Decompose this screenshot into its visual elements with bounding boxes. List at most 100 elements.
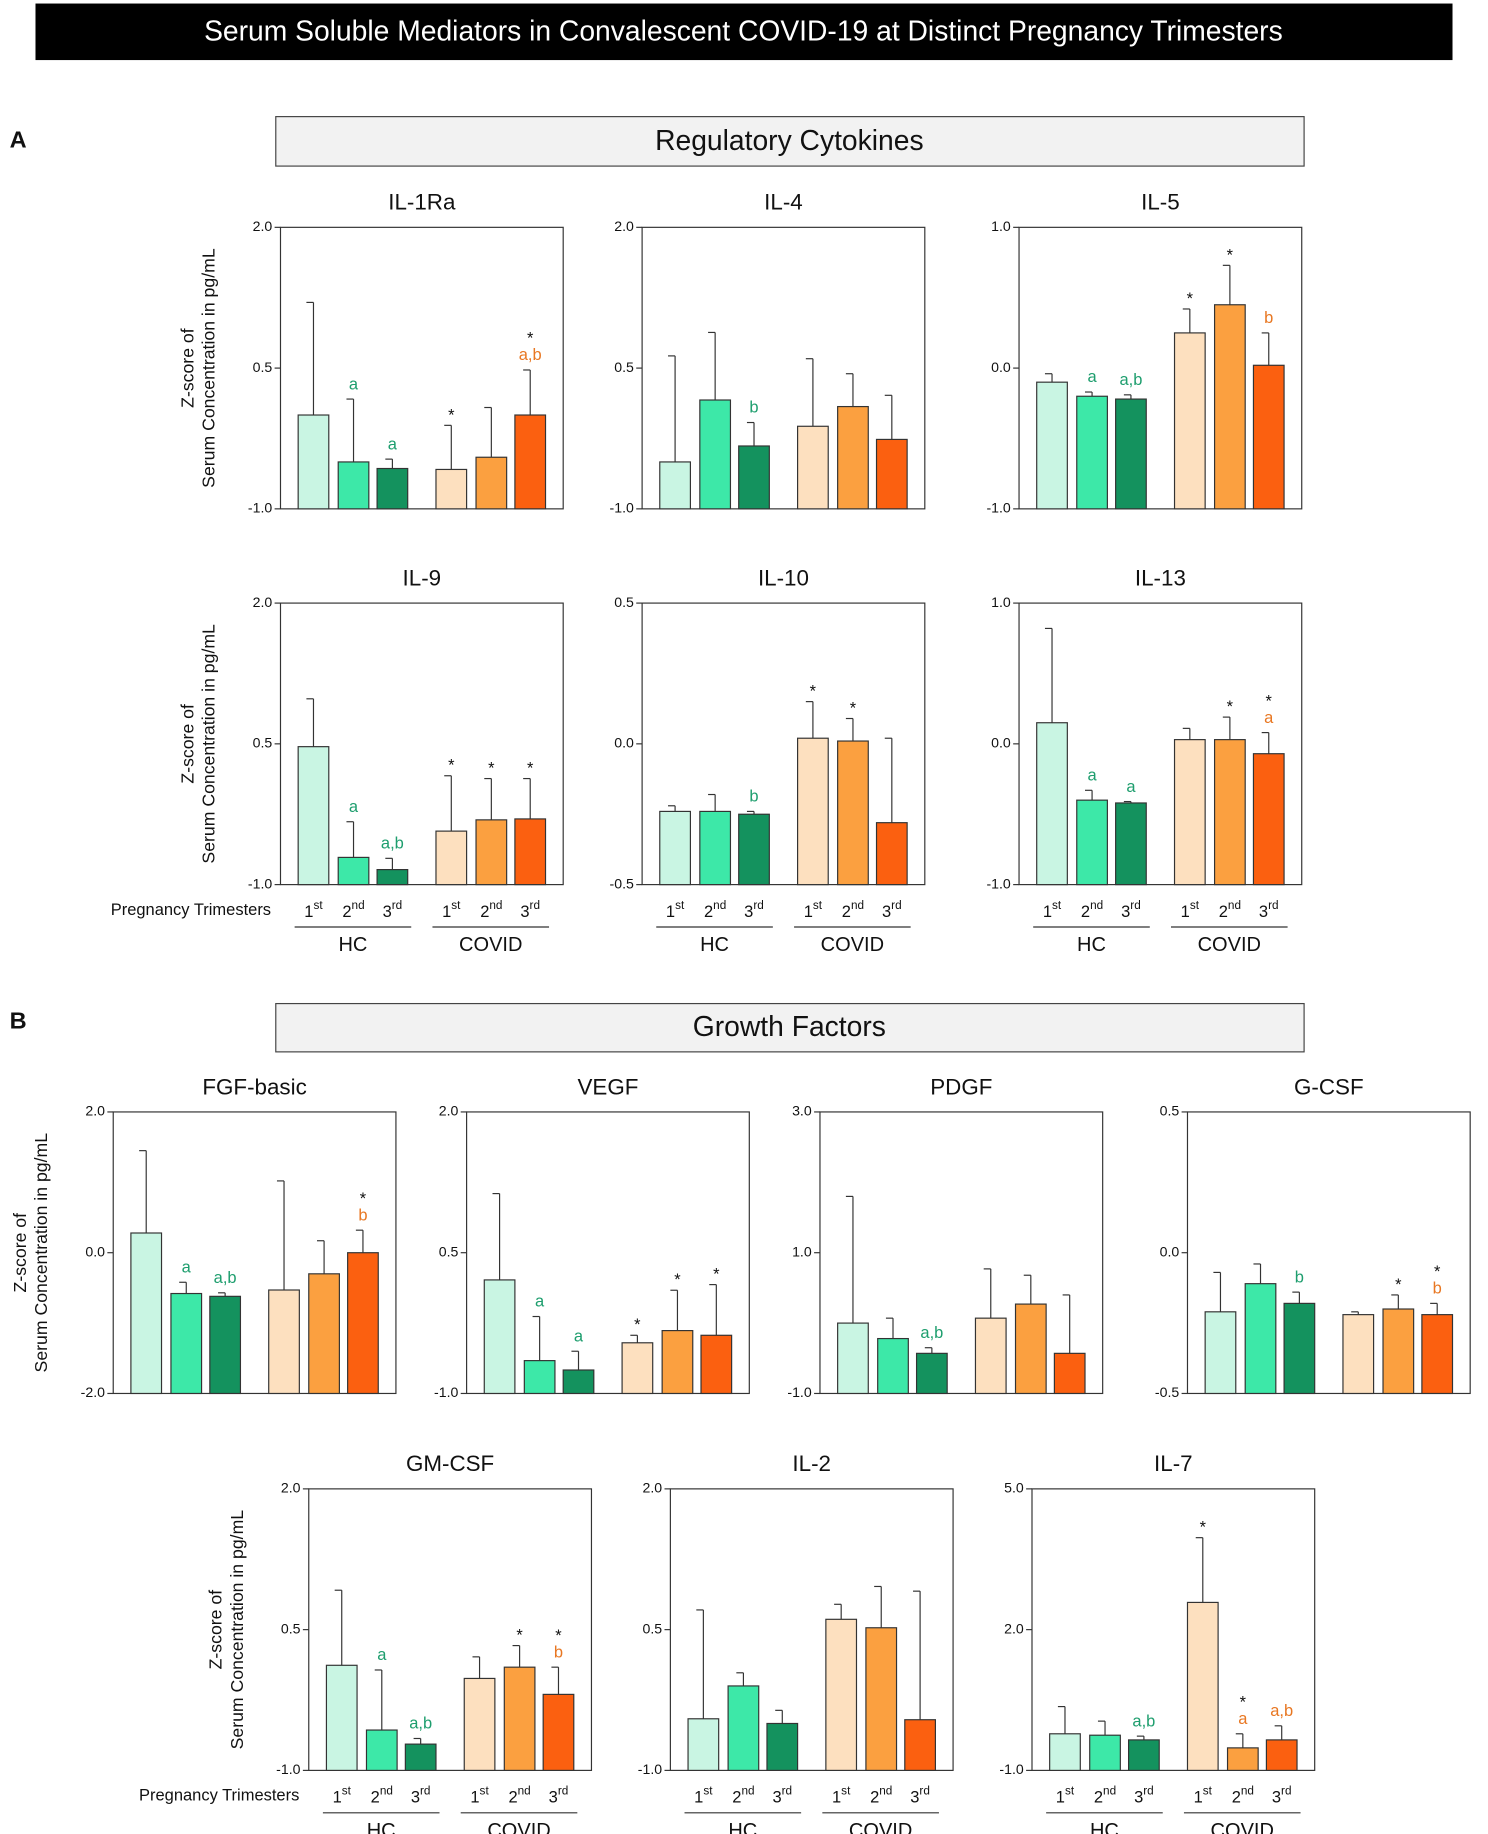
bar	[875, 822, 908, 886]
bar	[727, 1685, 760, 1771]
chart-title: GM-CSF	[406, 1451, 494, 1476]
x-tick-label: 1st	[1181, 899, 1200, 921]
y-axis-label: Serum Concentration in pg/mL	[227, 1510, 247, 1750]
x-tick-label: 3rd	[1272, 1785, 1292, 1807]
bar	[1421, 1314, 1454, 1395]
y-tick-label: 2.0	[642, 1480, 662, 1496]
y-tick-label: 0.0	[1160, 1243, 1180, 1259]
significance-star: *	[1227, 246, 1234, 264]
x-tick-label: 2nd	[1081, 899, 1103, 921]
y-tick-label: -1.0	[248, 875, 272, 891]
x-tick-label: 2nd	[1219, 899, 1241, 921]
significance-star: *	[1434, 1263, 1441, 1281]
bar	[337, 461, 370, 510]
x-tick-label: 2nd	[870, 1785, 892, 1807]
y-tick-label: 0.0	[85, 1243, 105, 1259]
group-label: COVID	[459, 934, 522, 956]
bar	[659, 461, 691, 510]
y-tick-label: -1.0	[434, 1384, 458, 1400]
chart-title: IL-5	[1141, 190, 1180, 215]
x-tick-label: 2nd	[480, 899, 502, 921]
y-axis-label: Z-score of	[206, 1590, 226, 1670]
group-label: HC	[1077, 934, 1106, 956]
bar	[435, 468, 468, 510]
x-tick-label: 1st	[333, 1785, 352, 1807]
x-tick-label: 1st	[804, 899, 823, 921]
significance-star: *	[527, 760, 534, 778]
x-tick-label: 2nd	[371, 1785, 393, 1807]
x-tick-label: 1st	[1194, 1785, 1213, 1807]
bar	[837, 1322, 869, 1395]
y-tick-label: 2.0	[253, 594, 273, 610]
chart-title: VEGF	[577, 1074, 638, 1099]
bar	[297, 746, 330, 886]
y-tick-label: -1.0	[248, 500, 272, 516]
title-banner	[35, 3, 1453, 61]
y-axis-label: Z-score of	[177, 704, 197, 784]
panel-header-box	[275, 116, 1305, 167]
significance-letter: a,b	[381, 835, 404, 853]
y-tick-label: 0.5	[1160, 1103, 1180, 1119]
bar	[699, 810, 732, 886]
bar	[404, 1743, 437, 1771]
significance-star: *	[674, 1271, 681, 1289]
bar	[268, 1289, 300, 1395]
significance-letter: a	[1126, 778, 1136, 796]
y-tick-label: -0.5	[610, 875, 634, 891]
y-tick-label: 2.0	[439, 1103, 459, 1119]
bar	[1382, 1308, 1415, 1395]
x-tick-label: 3rd	[1259, 899, 1279, 921]
group-label: HC	[367, 1820, 396, 1834]
plot-frame	[1031, 1488, 1316, 1771]
y-tick-label: -1.0	[787, 1384, 811, 1400]
significance-star: *	[1187, 290, 1194, 308]
bar	[308, 1273, 340, 1395]
bar	[1127, 1739, 1160, 1771]
bar	[1036, 381, 1068, 510]
bar	[1226, 1747, 1259, 1771]
bar	[621, 1342, 654, 1395]
bar	[463, 1677, 496, 1771]
significance-letter: a	[349, 375, 359, 393]
bar	[435, 830, 468, 886]
bar	[766, 1722, 799, 1771]
y-tick-label: 5.0	[1004, 1480, 1024, 1496]
significance-star: *	[1227, 698, 1234, 716]
significance-letter: a	[1087, 767, 1097, 785]
bar	[376, 869, 409, 886]
x-tick-label: 2nd	[842, 899, 864, 921]
bar	[915, 1352, 948, 1395]
significance-star: *	[488, 760, 495, 778]
significance-letter: a,b	[214, 1269, 237, 1287]
y-axis-label: Serum Concentration in pg/mL	[198, 248, 218, 488]
y-tick-label: 0.5	[281, 1620, 301, 1636]
x-tick-label: 2nd	[732, 1785, 754, 1807]
x-tick-label: 2nd	[704, 899, 726, 921]
significance-star: *	[1395, 1276, 1402, 1294]
bar	[1049, 1733, 1081, 1771]
y-axis-label: Z-score of	[10, 1213, 30, 1293]
significance-letter: a,b	[920, 1324, 943, 1342]
group-label: COVID	[849, 1820, 912, 1834]
significance-star: *	[1200, 1519, 1207, 1537]
x-tick-label: 3rd	[549, 1785, 569, 1807]
x-tick-label: 2nd	[1232, 1785, 1254, 1807]
bar	[475, 819, 508, 886]
significance-letter: a,b	[409, 1715, 432, 1733]
y-tick-label: 0.5	[253, 359, 273, 375]
y-tick-label: -1.0	[986, 500, 1010, 516]
significance-star: *	[448, 757, 455, 775]
significance-star: *	[1266, 692, 1273, 710]
chart-title: IL-2	[792, 1451, 831, 1476]
group-label: COVID	[821, 934, 884, 956]
significance-letter: b	[1295, 1268, 1304, 1286]
y-tick-label: -2.0	[81, 1384, 105, 1400]
panel-label: B	[10, 1008, 27, 1034]
y-tick-label: 1.0	[991, 218, 1011, 234]
y-axis-label: Serum Concentration in pg/mL	[31, 1133, 51, 1373]
group-label: COVID	[1198, 934, 1261, 956]
significance-letter: b	[1264, 309, 1273, 327]
significance-star: *	[713, 1266, 720, 1284]
y-tick-label: 0.5	[439, 1243, 459, 1259]
chart-title: IL-9	[403, 565, 442, 590]
